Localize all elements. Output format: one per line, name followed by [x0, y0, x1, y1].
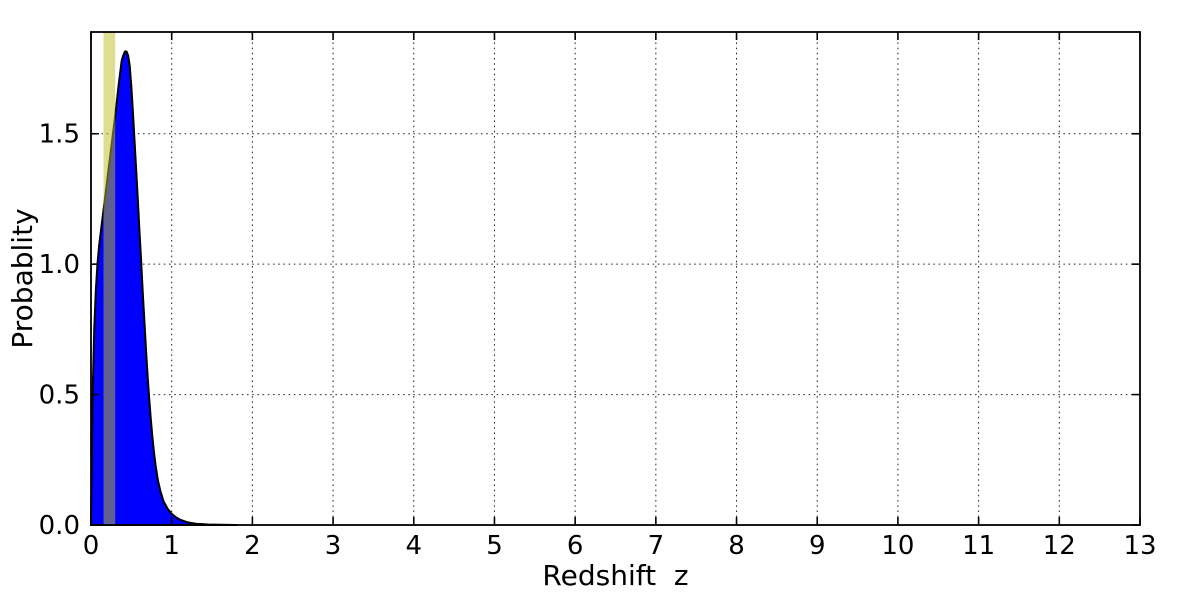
grid — [91, 32, 1140, 525]
x-tick-label: 1 — [163, 531, 180, 561]
x-tick-label: 12 — [1043, 531, 1076, 561]
tick-labels: 0 1 2 3 4 5 6 7 8 9 10 11 12 130.00.51.01.5 — [39, 120, 1157, 561]
plot-frame — [90, 31, 1141, 526]
x-tick-label: 2 — [244, 531, 261, 561]
y-tick-label: 0.0 — [39, 511, 80, 541]
x-tick-label: 11 — [962, 531, 995, 561]
y-tick-label: 1.0 — [39, 250, 80, 280]
x-tick-label: 5 — [486, 531, 503, 561]
x-tick-label: 8 — [728, 531, 745, 561]
x-axis-label: Redshift z — [542, 559, 688, 592]
x-tick-label: 4 — [405, 531, 422, 561]
x-tick-label: 9 — [809, 531, 826, 561]
x-tick-label: 10 — [881, 531, 914, 561]
highlight-band — [103, 32, 116, 525]
redshift-marker-band — [103, 32, 116, 525]
x-tick-label: 6 — [567, 531, 584, 561]
y-tick-label: 1.5 — [39, 120, 80, 150]
y-tick-label: 0.5 — [39, 381, 80, 411]
x-tick-label: 3 — [325, 531, 342, 561]
y-axis-label: Probablity — [6, 208, 39, 348]
x-tick-label: 7 — [648, 531, 665, 561]
x-tick-label: 0 — [83, 531, 100, 561]
axis-ticks — [90, 32, 1141, 526]
x-tick-label: 13 — [1123, 531, 1156, 561]
